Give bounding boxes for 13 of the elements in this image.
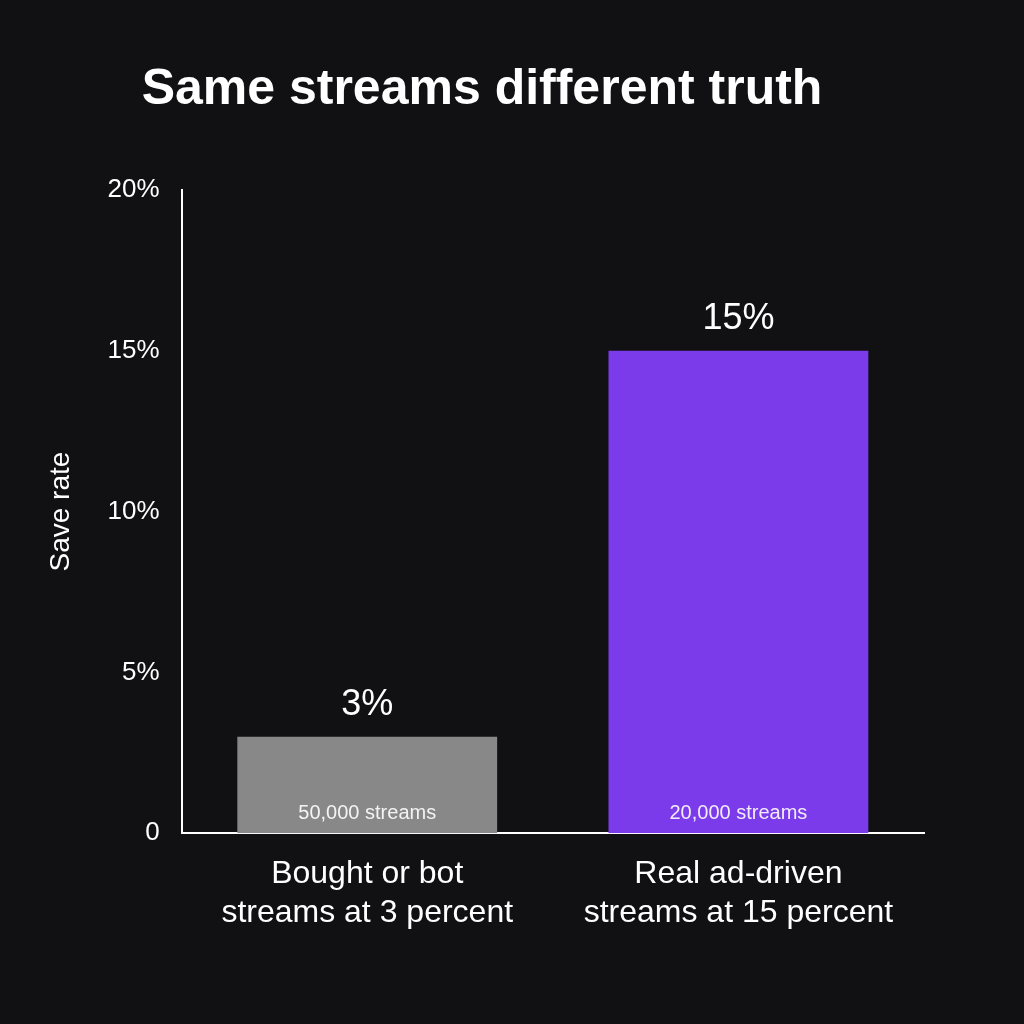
chart-title: Same streams different truth [141, 58, 823, 115]
y-tick-label: 0 [145, 816, 160, 847]
annotation: 20,000 streams [669, 800, 808, 823]
y-tick-label: 10% [107, 494, 160, 525]
data-label: 3% [341, 681, 394, 723]
y-tick-label: 15% [107, 333, 160, 364]
data-label: 15% [702, 295, 775, 337]
x-tick-label: Real ad-driven streams at 15 percent [583, 854, 894, 929]
annotation: 50,000 streams [298, 800, 437, 823]
y-axis-title: Save rate [43, 451, 75, 572]
y-tick-label: 5% [122, 655, 160, 686]
x-tick-label: Bought or bot streams at 3 percent [221, 854, 514, 929]
y-tick-label: 20% [107, 173, 160, 204]
